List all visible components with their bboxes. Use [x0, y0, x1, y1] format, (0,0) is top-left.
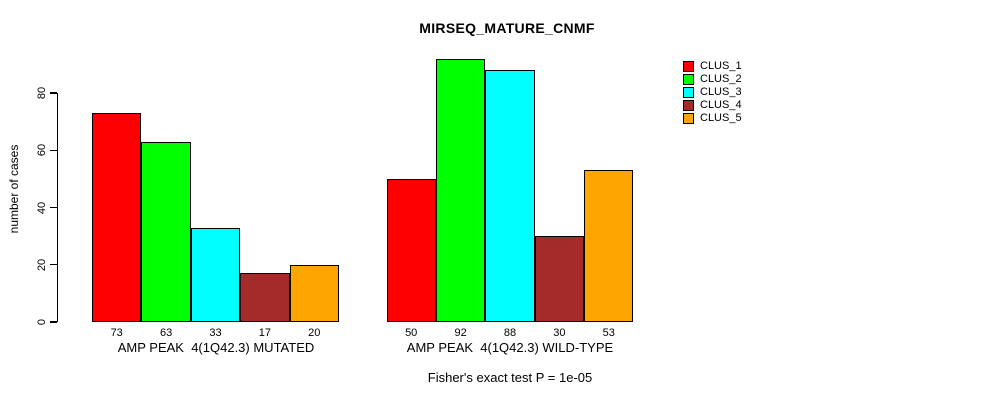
- legend-swatch-clus_2: [683, 74, 694, 85]
- bar-value-label: 30: [553, 327, 566, 339]
- y-axis-tick: [50, 149, 57, 151]
- legend-item: CLUS_5: [683, 112, 742, 125]
- bar-g1-clus_4: [240, 273, 290, 322]
- bar-g1-clus_3: [190, 227, 241, 322]
- bar-value-label: 17: [258, 327, 272, 339]
- legend-swatch-clus_1: [683, 61, 694, 72]
- group-2-label: AMP PEAK 4(1Q42.3) WILD-TYPE: [406, 340, 614, 355]
- bar-value-label: 20: [308, 327, 321, 339]
- group-1-label: AMP PEAK 4(1Q42.3) MUTATED: [117, 340, 315, 355]
- legend-swatch-clus_5: [683, 113, 694, 124]
- fisher-test-annotation: Fisher's exact test P = 1e-05: [427, 370, 593, 385]
- legend-label: CLUS_1: [700, 60, 742, 72]
- legend-label: CLUS_2: [700, 73, 742, 85]
- y-axis-tick: [50, 92, 57, 94]
- chart-title: MIRSEQ_MATURE_CNMF: [419, 20, 595, 36]
- bar-value-label: 92: [454, 327, 467, 339]
- bar-value-label: 33: [209, 327, 222, 339]
- y-axis-tick: [50, 264, 57, 266]
- bar-g1-clus_2: [141, 141, 191, 322]
- bar-g2-clus_5: [584, 170, 634, 322]
- legend-item: CLUS_2: [683, 73, 742, 86]
- bar-g1-clus_5: [289, 264, 339, 322]
- y-axis-tick-label: 80: [36, 86, 48, 100]
- legend-item: CLUS_3: [683, 86, 742, 99]
- bar-g2-clus_3: [485, 70, 535, 322]
- bar-g2-clus_4: [534, 236, 585, 322]
- legend-label: CLUS_5: [700, 112, 742, 124]
- legend-swatch-clus_3: [683, 87, 694, 98]
- legend-label: CLUS_4: [700, 99, 742, 111]
- y-axis-line: [57, 93, 59, 322]
- bar-value-label: 73: [110, 327, 123, 339]
- y-axis-tick-label: 20: [36, 258, 48, 271]
- bar-value-label: 88: [503, 327, 517, 339]
- legend-swatch-clus_4: [683, 100, 694, 111]
- y-axis-tick-label: 60: [36, 144, 48, 157]
- bar-g1-clus_1: [92, 113, 142, 322]
- y-axis-tick-label: 40: [36, 201, 48, 214]
- legend-item: CLUS_4: [683, 99, 742, 112]
- legend: CLUS_1 CLUS_2 CLUS_3 CLUS_4 CLUS_5: [683, 60, 742, 125]
- y-axis-tick-label: 0: [36, 318, 48, 326]
- y-axis-label: number of cases: [7, 144, 21, 234]
- y-axis-tick: [50, 206, 57, 209]
- legend-label: CLUS_3: [700, 86, 742, 98]
- bar-g2-clus_1: [386, 178, 436, 322]
- bar-value-label: 53: [602, 327, 615, 339]
- bar-value-label: 50: [405, 327, 418, 339]
- legend-item: CLUS_1: [683, 60, 742, 73]
- bar-g2-clus_2: [435, 58, 486, 322]
- y-axis-tick: [50, 321, 57, 323]
- bar-value-label: 63: [159, 327, 173, 339]
